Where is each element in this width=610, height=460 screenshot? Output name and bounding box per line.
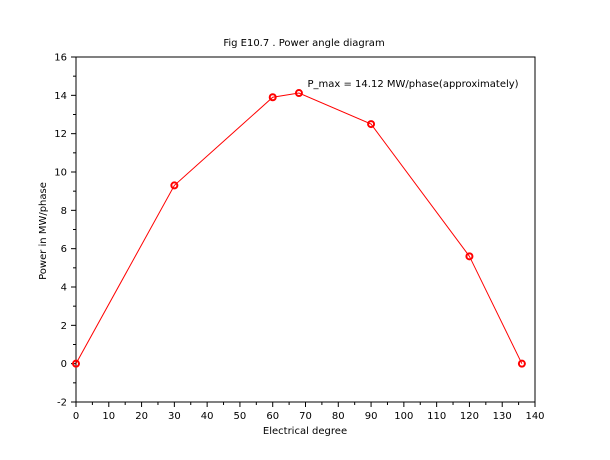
y-tick-label: -2 <box>57 398 67 409</box>
y-tick-label: 14 <box>54 91 67 102</box>
x-tick-label: 70 <box>299 411 312 422</box>
axes-box <box>75 56 536 403</box>
x-tick-label: 50 <box>234 411 247 422</box>
x-tick-label: 140 <box>525 411 544 422</box>
data-point-marker <box>72 359 80 368</box>
y-tick-label: 6 <box>61 244 67 255</box>
y-tick-label: 0 <box>61 359 67 370</box>
y-axis-title: Power in MW/phase <box>38 182 49 280</box>
axes-frame <box>75 56 536 403</box>
x-tick-label: 120 <box>460 411 479 422</box>
y-tick-label: 16 <box>54 53 67 64</box>
data-point-marker <box>268 93 277 102</box>
x-tick-label: 100 <box>394 411 413 422</box>
y-tick-label: 8 <box>61 206 67 217</box>
x-tick-label: 20 <box>135 411 148 422</box>
x-tick-label: 110 <box>427 411 446 422</box>
x-tick-label: 130 <box>493 411 512 422</box>
x-axis-title: Electrical degree <box>263 426 347 437</box>
data-point-marker <box>294 89 303 98</box>
data-point-marker <box>465 252 474 261</box>
ticks-group: 0 10 20 30 40 50 60 70 80 90 100 110 120 130 140 -2 0 2 4 6… <box>54 53 544 423</box>
x-tick-label: 90 <box>365 411 378 422</box>
x-tick-label: 10 <box>102 411 115 422</box>
chart-title: Fig E10.7 . Power angle diagram <box>223 38 384 49</box>
data-point-marker <box>170 181 179 190</box>
y-tick-label: 4 <box>61 283 67 294</box>
x-tick-label: 60 <box>266 411 279 422</box>
x-tick-label: 30 <box>168 411 181 422</box>
y-tick-label: 12 <box>54 129 67 140</box>
data-point-marker <box>367 120 376 129</box>
series-group <box>72 89 526 368</box>
data-point-marker <box>517 359 526 368</box>
y-tick-label: 2 <box>61 321 67 332</box>
pmax-annotation: P_max = 14.12 MW/phase(approximately) <box>308 79 519 90</box>
x-tick-label: 80 <box>332 411 345 422</box>
x-tick-label: 40 <box>201 411 214 422</box>
y-tick-label: 10 <box>54 168 67 179</box>
x-tick-label: 0 <box>73 411 79 422</box>
series-line <box>75 92 523 364</box>
